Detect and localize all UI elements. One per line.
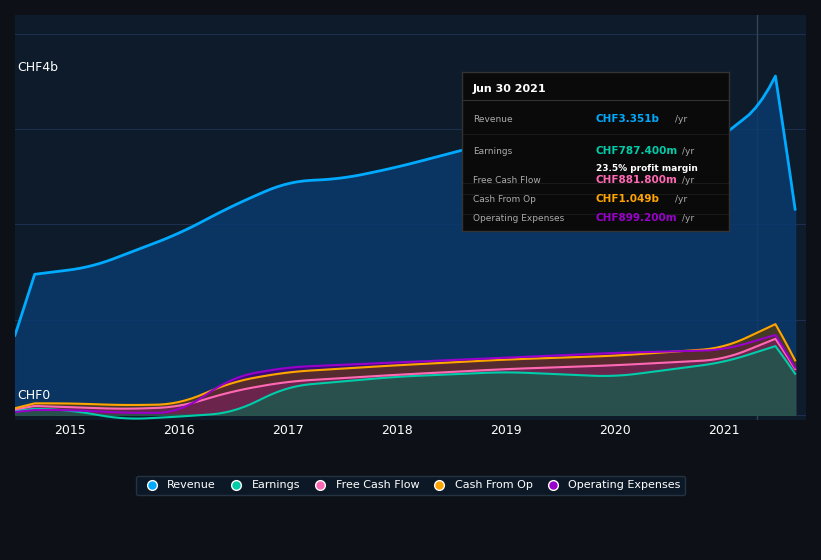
- Text: /yr: /yr: [682, 147, 695, 156]
- Text: /yr: /yr: [682, 214, 695, 223]
- Text: /yr: /yr: [682, 175, 695, 184]
- Text: Earnings: Earnings: [473, 147, 512, 156]
- Text: CHF1.049b: CHF1.049b: [596, 194, 660, 204]
- Text: CHF899.200m: CHF899.200m: [596, 213, 677, 223]
- Text: /yr: /yr: [675, 115, 687, 124]
- Text: Free Cash Flow: Free Cash Flow: [473, 175, 540, 184]
- Text: Revenue: Revenue: [473, 115, 512, 124]
- Text: Cash From Op: Cash From Op: [473, 195, 535, 204]
- Text: CHF3.351b: CHF3.351b: [596, 114, 660, 124]
- Text: /yr: /yr: [675, 195, 687, 204]
- Text: Jun 30 2021: Jun 30 2021: [473, 84, 547, 94]
- Text: 23.5% profit margin: 23.5% profit margin: [596, 164, 698, 174]
- Text: CHF787.400m: CHF787.400m: [596, 146, 678, 156]
- Legend: Revenue, Earnings, Free Cash Flow, Cash From Op, Operating Expenses: Revenue, Earnings, Free Cash Flow, Cash …: [136, 476, 685, 495]
- Text: CHF881.800m: CHF881.800m: [596, 175, 677, 185]
- Text: Operating Expenses: Operating Expenses: [473, 214, 564, 223]
- Text: CHF0: CHF0: [17, 389, 51, 402]
- Text: CHF4b: CHF4b: [17, 61, 58, 74]
